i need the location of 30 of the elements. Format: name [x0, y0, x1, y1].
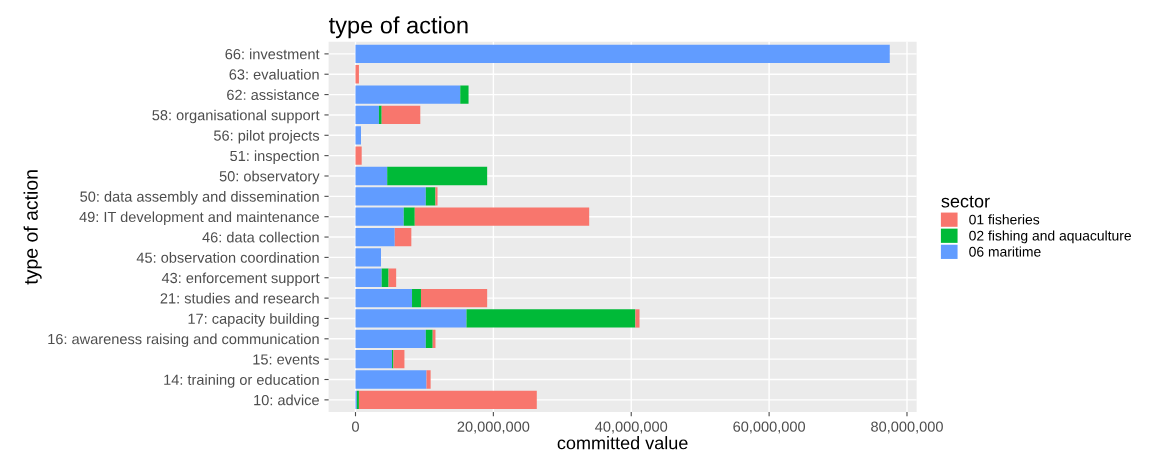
- x-tick-label: 20,000,000: [457, 421, 530, 434]
- x-tick-label: 60,000,000: [733, 421, 806, 434]
- y-tick-label: 45: observation coordination: [136, 252, 319, 263]
- y-tick-label: 62: assistance: [227, 89, 319, 101]
- legend-label: 01 fisheries: [969, 214, 1040, 225]
- y-tick-label: 66: investment: [225, 48, 320, 60]
- x-axis-title: committed value: [557, 436, 688, 450]
- legend-title: sector: [941, 195, 990, 208]
- y-tick-label: 49: IT development and maintenance: [79, 211, 319, 225]
- y-tick-label: 56: pilot projects: [213, 130, 320, 144]
- y-tick-label: 10: advice: [254, 394, 319, 406]
- y-tick-label: 17: capacity building: [188, 313, 319, 327]
- x-tick-label: 0: [352, 421, 359, 432]
- y-tick-label: 16: awareness raising and communication: [48, 333, 319, 348]
- y-tick-label: 50: data assembly and dissemination: [80, 191, 319, 205]
- legend-label: 06 maritime: [969, 246, 1041, 257]
- y-tick-label: 46: data collection: [202, 231, 319, 243]
- x-tick-label: 40,000,000: [595, 421, 668, 434]
- y-axis-title: type of action: [23, 170, 42, 285]
- legend-label: 02 fishing and aquaculture: [969, 230, 1131, 244]
- chart-title: type of action: [328, 16, 468, 39]
- x-tick-label: 80,000,000: [871, 421, 943, 434]
- y-tick-label: 14: training or education: [164, 374, 319, 388]
- y-tick-label: 58: organisational support: [152, 109, 320, 124]
- y-tick-label: 50: observatory: [219, 170, 320, 185]
- y-tick-label: 43: enforcement support: [161, 272, 320, 287]
- y-tick-label: 21: studies and research: [160, 292, 319, 304]
- y-tick-label: 63: evaluation: [229, 68, 319, 80]
- y-tick-label: 15: events: [253, 354, 320, 365]
- y-tick-label: 51: inspection: [230, 150, 319, 164]
